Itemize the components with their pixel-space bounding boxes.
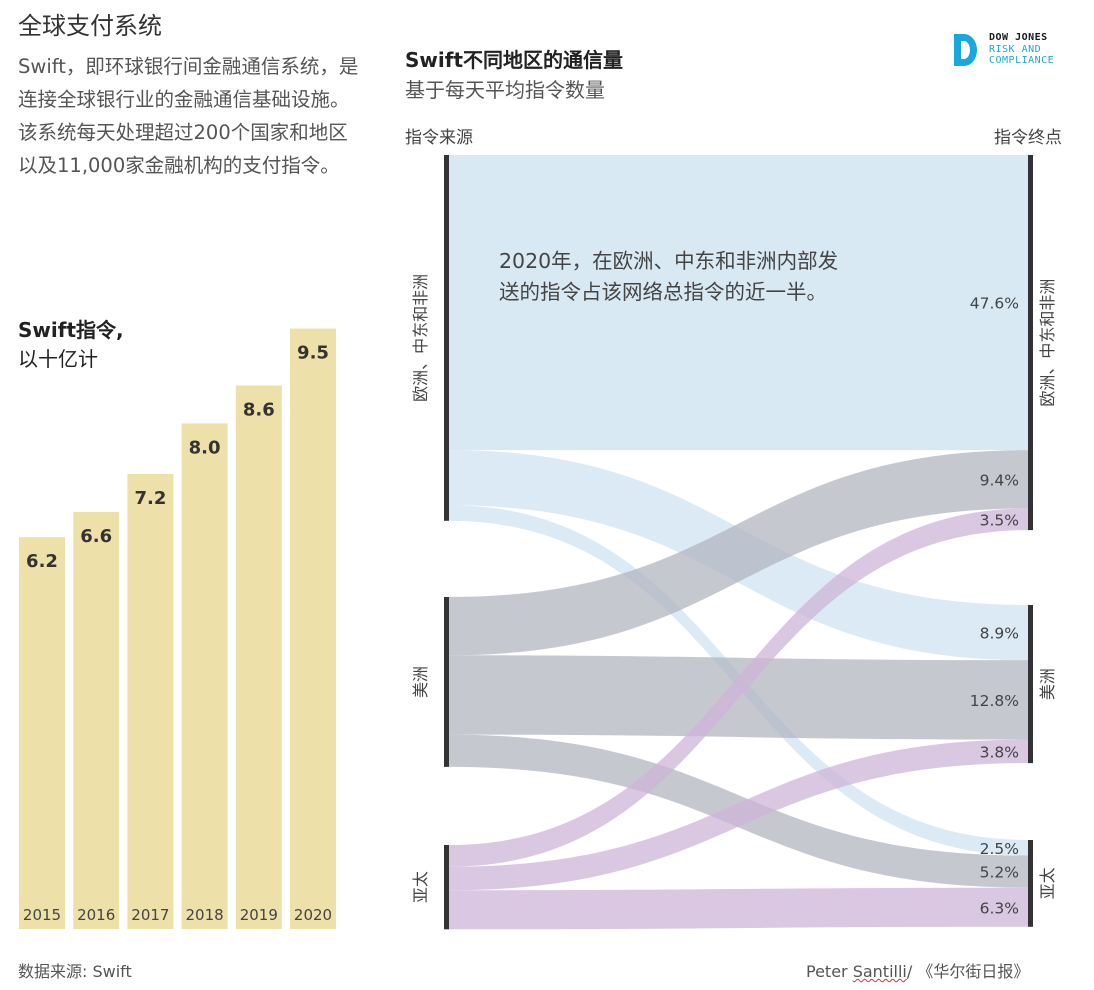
target-node-bar-1 [1028,605,1033,764]
bar-2015 [19,537,65,929]
credit-suffix: / 《华尔街日报》 [906,962,1030,981]
target-node-label-2: 亚太 [1038,867,1057,899]
bar-category-label-2020: 2020 [294,906,332,924]
bar-category-label-2018: 2018 [186,906,224,924]
bar-category-label-2017: 2017 [131,906,169,924]
bar-category-label-2019: 2019 [240,906,278,924]
bar-2017 [127,473,174,929]
flow-band-2-to-2 [449,887,1028,930]
bar-value-label-2016: 6.6 [80,526,112,547]
bar-value-label-2015: 6.2 [26,551,58,572]
credit-name: Santilli [852,962,907,981]
credit-prefix: Peter [806,962,853,981]
dow-jones-logo: DOW JONES RISK AND COMPLIANCE [950,32,1070,68]
bar-value-label-2019: 8.6 [243,399,275,420]
target-node-label-0: 欧洲、中东和非洲 [1038,279,1057,407]
flow-band-2-to-1 [449,739,1028,891]
source-node-label-2: 亚太 [411,871,430,903]
target-node-bar-2 [1028,840,1033,927]
flow-chart-title: Swift不同地区的通信量 [405,48,623,72]
source-node-label-0: 欧洲、中东和非洲 [411,274,430,402]
flow-band-2-to-0 [449,508,1028,867]
flow-value-label-2: 2.5% [980,840,1019,858]
flow-band-0-to-0 [449,155,1028,451]
source-node-bar-1 [444,597,449,767]
flow-bands [449,155,1028,930]
bar-2019 [235,385,282,930]
bar-chart-title-line2: 以十亿计 [18,347,98,371]
flow-band-1-to-0 [449,450,1028,656]
bar-value-label-2020: 9.5 [297,343,329,364]
source-node-bar-0 [444,155,449,521]
source-header: 指令来源 [405,128,473,148]
flow-chart-subtitle: 基于每天平均指令数量 [405,78,605,102]
logo-line-2: RISK AND [989,43,1042,55]
logo-line-3: COMPLIANCE [989,55,1055,66]
logo-line-1: DOW JONES [989,32,1048,43]
bar-value-label-2017: 7.2 [134,488,166,509]
target-header: 指令终点 [994,128,1062,148]
bar-2018 [181,423,228,929]
source-node-bar-2 [444,845,449,930]
flow-value-label-5: 5.2% [980,864,1019,882]
target-node-label-1: 美洲 [1038,668,1057,700]
bar-2020 [290,328,336,930]
flow-value-label-0: 47.6% [970,295,1019,313]
flow-value-label-4: 12.8% [970,692,1019,710]
bar-value-label-2018: 8.0 [189,437,221,458]
bar-category-label-2015: 2015 [23,906,61,924]
annotation-line-1: 2020年，在欧洲、中东和非洲内部发 [499,249,838,273]
dj-logo-mark-icon [954,34,977,66]
flow-value-label-1: 8.9% [980,625,1019,643]
bar-category-label-2016: 2016 [77,906,115,924]
bar-chart-title-line1: Swift指令, [18,318,124,342]
bar-chart: 6.2 2015 6.6 2016 7.2 2017 8.0 2018 8.6 2019 9.5 20… [19,328,336,930]
page-title: 全球支付系统 [18,12,162,40]
data-source: 数据来源: Swift [18,962,132,981]
intro-text: Swift，即环球银行间金融通信系统，是连接全球银行业的金融通信基础设施。该系统… [18,55,359,177]
credit-line: Peter Santilli/ 《华尔街日报》 [806,958,1029,982]
annotation-line-2: 送的指令占该网络总指令的近一半。 [499,280,827,304]
flow-value-label-3: 9.4% [980,471,1019,489]
flow-value-label-7: 3.8% [980,743,1019,761]
bar-2016 [73,511,120,929]
flow-value-label-8: 6.3% [980,899,1019,917]
flow-value-label-6: 3.5% [980,511,1019,529]
bar-chart-title: Swift指令, 以十亿计 [18,316,124,374]
target-node-bar-0 [1028,155,1033,531]
source-node-label-1: 美洲 [411,666,430,698]
